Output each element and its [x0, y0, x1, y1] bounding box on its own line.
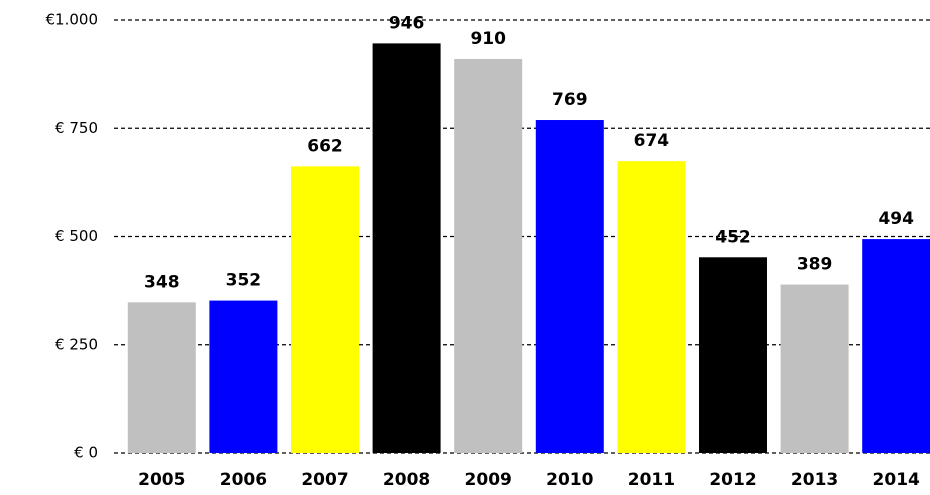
x-tick-label: 2007 — [301, 470, 348, 490]
value-label: 352 — [226, 271, 262, 291]
bar — [617, 161, 686, 453]
bar — [372, 43, 441, 454]
x-tick-label: 2010 — [546, 470, 593, 490]
value-label: 674 — [634, 131, 670, 151]
x-tick-label: 2013 — [791, 470, 838, 490]
value-label: 662 — [307, 136, 343, 156]
bar — [454, 58, 523, 453]
x-tick-label: 2011 — [628, 470, 675, 490]
value-label: 348 — [144, 272, 180, 292]
x-tick-label: 2012 — [709, 470, 756, 490]
y-tick-label: € 750 — [55, 119, 98, 137]
x-tick-label: 2008 — [383, 470, 430, 490]
bar — [127, 302, 196, 453]
value-label: 769 — [552, 90, 588, 110]
bar — [699, 257, 767, 453]
value-label: 494 — [878, 209, 914, 229]
y-tick-label: € 0 — [74, 444, 98, 462]
bar — [780, 284, 849, 453]
bar — [862, 239, 930, 453]
x-tick-label: 2009 — [465, 470, 512, 490]
y-tick-label: € 500 — [55, 227, 98, 245]
value-label: 910 — [470, 29, 506, 49]
bar — [535, 120, 604, 453]
value-label: 389 — [797, 255, 833, 275]
bar — [291, 166, 359, 453]
bar — [209, 300, 278, 453]
y-tick-label: € 250 — [55, 335, 98, 353]
value-label: 452 — [715, 227, 751, 247]
y-tick-label: €1.000 — [46, 11, 99, 29]
x-tick-label: 2014 — [873, 470, 920, 490]
value-label: 946 — [389, 13, 425, 33]
x-tick-label: 2006 — [220, 470, 267, 490]
x-tick-label: 2005 — [138, 470, 185, 490]
